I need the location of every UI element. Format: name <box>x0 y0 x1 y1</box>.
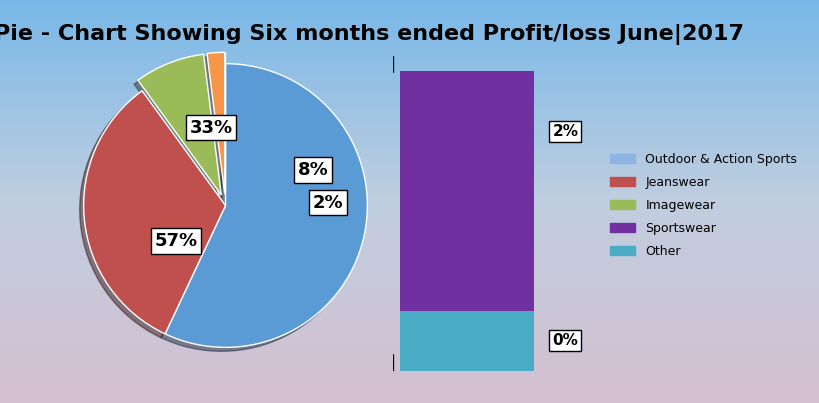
Wedge shape <box>165 64 367 347</box>
Text: 0%: 0% <box>552 333 577 348</box>
Bar <box>400 311 534 371</box>
Bar <box>400 71 534 311</box>
Text: 2%: 2% <box>312 194 342 212</box>
Legend: Outdoor & Action Sports, Jeanswear, Imagewear, Sportswear, Other: Outdoor & Action Sports, Jeanswear, Imag… <box>604 147 803 264</box>
Text: 33%: 33% <box>189 118 233 137</box>
Text: Pie - Chart Showing Six months ended Profit/loss June|2017: Pie - Chart Showing Six months ended Pro… <box>0 24 743 45</box>
Wedge shape <box>206 52 224 194</box>
Text: 8%: 8% <box>298 161 328 179</box>
Wedge shape <box>84 91 225 334</box>
Text: 2%: 2% <box>552 124 577 139</box>
Text: 57%: 57% <box>154 232 197 250</box>
Wedge shape <box>138 54 221 195</box>
